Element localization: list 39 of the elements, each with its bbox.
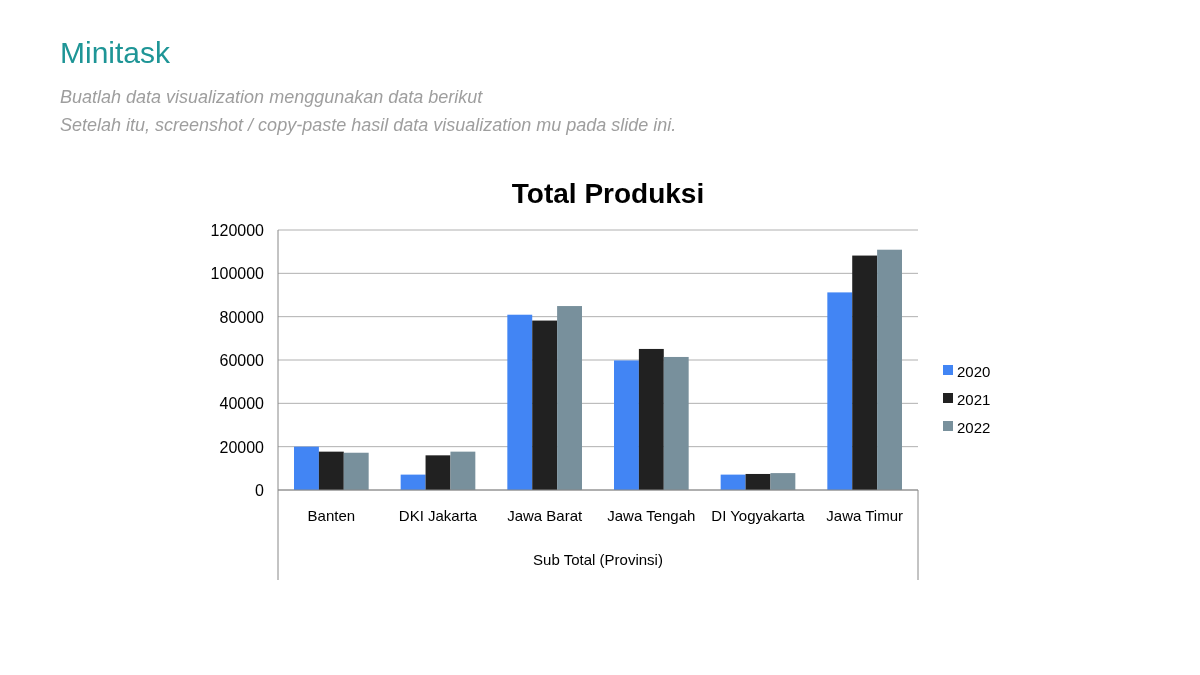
bar bbox=[532, 320, 558, 490]
x-tick-label: Banten bbox=[307, 507, 356, 524]
bar bbox=[450, 451, 476, 490]
chart-title: Total Produksi bbox=[511, 178, 705, 209]
bar bbox=[557, 306, 582, 490]
y-tick-label: 120000 bbox=[210, 222, 265, 239]
bar bbox=[343, 452, 369, 490]
x-tick-label: DKI Jakarta bbox=[398, 507, 478, 524]
bar bbox=[877, 249, 902, 490]
bar bbox=[770, 473, 796, 490]
x-tick-label: DI Yogyakarta bbox=[711, 507, 806, 524]
y-tick-label: 60000 bbox=[219, 352, 265, 369]
y-tick-label: 20000 bbox=[219, 438, 265, 456]
bar bbox=[745, 473, 771, 490]
legend-label: 2020 bbox=[957, 363, 991, 380]
y-tick-label: 80000 bbox=[219, 308, 265, 326]
x-tick-label: Jawa Barat bbox=[507, 507, 584, 524]
x-tick-label: Jawa Tengah bbox=[607, 507, 696, 524]
bar bbox=[827, 292, 853, 490]
bar bbox=[400, 474, 426, 490]
text: Minitask bbox=[60, 36, 172, 69]
bar bbox=[720, 474, 746, 490]
x-axis-title: Sub Total (Provinsi) bbox=[533, 551, 663, 568]
legend-label: 2021 bbox=[957, 391, 991, 408]
bar bbox=[318, 451, 344, 490]
text: Buatlah data visualization menggunakan data berikut bbox=[60, 87, 484, 107]
y-tick-label: 0 bbox=[255, 482, 265, 499]
y-tick-label: 40000 bbox=[219, 395, 265, 413]
bar bbox=[425, 455, 451, 490]
bar bbox=[663, 356, 689, 490]
text: Setelah itu, screenshot / copy-paste hasil data visualization mu pada slide ini. bbox=[60, 115, 677, 135]
bar bbox=[507, 314, 533, 490]
bar bbox=[614, 360, 639, 490]
legend-label: 2022 bbox=[957, 419, 991, 436]
x-tick-label: Jawa Timur bbox=[826, 507, 904, 524]
y-tick-label: 100000 bbox=[210, 265, 265, 283]
bar bbox=[294, 446, 319, 490]
bar bbox=[852, 255, 878, 490]
bar bbox=[638, 348, 664, 490]
